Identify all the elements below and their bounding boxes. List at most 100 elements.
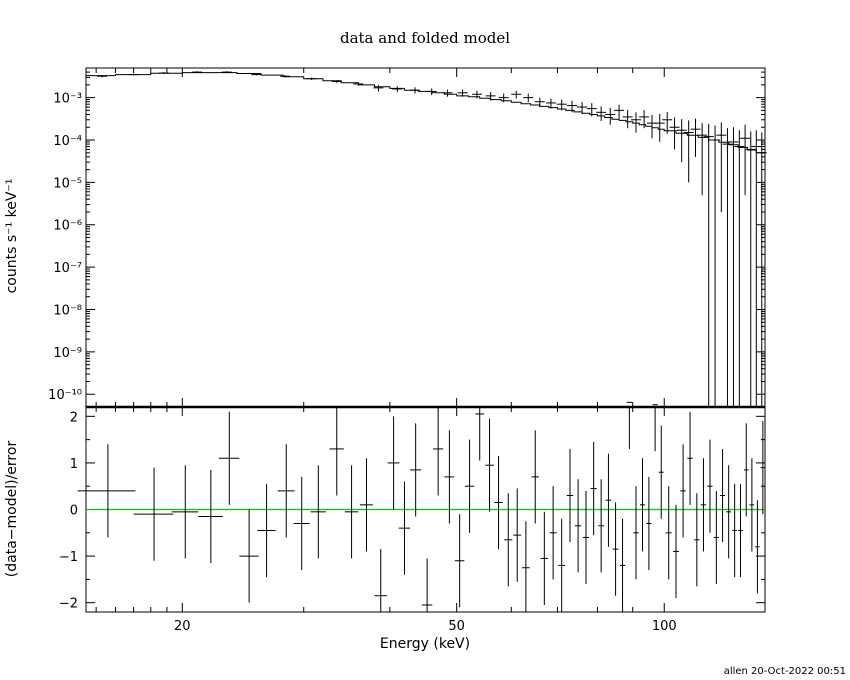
y-tick-label-bottom: 2 xyxy=(70,410,78,425)
residual-point xyxy=(574,479,582,573)
x-axis-label: Energy (keV) xyxy=(380,636,470,652)
residual-point xyxy=(344,465,359,559)
data-point xyxy=(676,119,687,163)
data-point xyxy=(716,122,727,212)
data-point xyxy=(545,98,556,109)
residual-point xyxy=(374,549,387,612)
y-axis-label-bottom: (data−model)/error xyxy=(4,441,20,578)
data-point xyxy=(158,72,169,75)
residual-point xyxy=(658,425,664,519)
residual-point xyxy=(549,486,557,580)
top-plot-frame xyxy=(85,67,766,408)
residual-point xyxy=(743,423,749,517)
residual-point xyxy=(277,444,295,538)
residual-point xyxy=(566,448,574,543)
residual-point xyxy=(720,448,726,543)
residual-point xyxy=(239,509,259,603)
data-point xyxy=(280,75,291,78)
data-point xyxy=(511,90,522,99)
residual-point xyxy=(755,500,760,594)
x-tick-label: 100 xyxy=(652,619,677,634)
data-point xyxy=(191,71,202,74)
data-point xyxy=(523,93,534,103)
residual-point xyxy=(558,518,566,612)
residual-point xyxy=(726,465,732,559)
data-point xyxy=(97,75,108,78)
data-point xyxy=(639,110,650,129)
residual-point xyxy=(665,486,672,580)
data-point xyxy=(498,93,509,103)
y-tick-label-top: 10⁻³ xyxy=(53,92,82,107)
data-point xyxy=(669,117,680,150)
residual-point xyxy=(494,455,503,550)
residual-point xyxy=(694,493,700,587)
y-tick-label-bottom: 1 xyxy=(70,457,78,472)
residual-point xyxy=(218,411,240,505)
data-point xyxy=(662,111,673,134)
data-point xyxy=(728,127,739,407)
y-tick-label-top: 10⁻⁷ xyxy=(53,261,82,276)
residual-point xyxy=(612,502,619,596)
data-point xyxy=(734,130,745,407)
residual-point xyxy=(626,401,633,449)
residual-point xyxy=(329,407,344,496)
y-tick-label-bottom: −1 xyxy=(59,550,78,565)
data-point xyxy=(306,77,317,81)
residual-point xyxy=(421,558,433,612)
data-point xyxy=(128,73,139,76)
data-point xyxy=(605,107,616,125)
residual-point xyxy=(760,420,765,515)
data-point xyxy=(221,71,232,74)
x-tick-label: 50 xyxy=(448,619,465,634)
data-point xyxy=(471,90,482,99)
data-point xyxy=(577,101,588,115)
y-tick-label-bottom: −2 xyxy=(59,597,78,612)
data-point xyxy=(756,132,767,407)
residual-point xyxy=(749,458,755,552)
y-tick-label-top: 10⁻⁴ xyxy=(53,134,82,149)
data-point xyxy=(710,125,721,407)
residual-point xyxy=(359,458,373,552)
data-point xyxy=(751,130,762,407)
y-tick-label-bottom: 0 xyxy=(70,504,78,519)
y-tick-label-top: 10⁻⁹ xyxy=(53,346,82,361)
credit-line: allen 20-Oct-2022 00:51 xyxy=(724,666,846,677)
data-point xyxy=(442,89,453,97)
residual-point xyxy=(707,439,713,533)
residual-point xyxy=(619,518,626,612)
data-point xyxy=(457,89,468,97)
residual-point xyxy=(171,465,199,559)
data-point xyxy=(703,123,714,407)
x-tick-label: 20 xyxy=(174,619,191,634)
residual-point xyxy=(293,476,310,571)
residual-point xyxy=(605,453,612,547)
residual-point xyxy=(590,441,597,536)
bottom-panel: 20 50 100 −2 −1 0 1 2 xyxy=(59,401,766,634)
data-point xyxy=(690,118,701,157)
data-point xyxy=(740,124,751,196)
residual-point xyxy=(540,511,548,606)
data-point xyxy=(426,88,437,96)
residual-point xyxy=(133,467,174,561)
residual-point xyxy=(454,514,465,608)
data-point xyxy=(485,92,496,101)
residual-point xyxy=(639,458,646,552)
residual-point xyxy=(77,444,136,538)
residual-point xyxy=(522,521,530,612)
data-point xyxy=(614,104,625,119)
data-point xyxy=(251,73,262,76)
residual-point xyxy=(410,423,422,517)
data-point xyxy=(722,128,733,407)
residual-point xyxy=(485,418,494,512)
data-point xyxy=(586,103,597,117)
residual-point xyxy=(475,407,485,461)
residual-point xyxy=(673,504,679,599)
residual-point xyxy=(257,483,276,578)
residual-point xyxy=(732,483,737,578)
data-point xyxy=(596,106,607,122)
data-point xyxy=(631,112,642,133)
data-point xyxy=(392,86,403,93)
data-point xyxy=(409,87,420,94)
model-step-line xyxy=(86,72,765,154)
